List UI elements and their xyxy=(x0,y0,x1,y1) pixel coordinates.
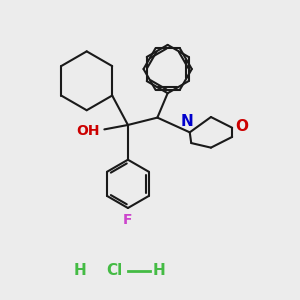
Text: F: F xyxy=(123,213,133,227)
Text: H: H xyxy=(74,263,87,278)
Text: OH: OH xyxy=(76,124,100,138)
Text: O: O xyxy=(236,119,249,134)
Text: H: H xyxy=(153,263,166,278)
Text: Cl: Cl xyxy=(106,263,122,278)
Text: N: N xyxy=(181,114,194,129)
